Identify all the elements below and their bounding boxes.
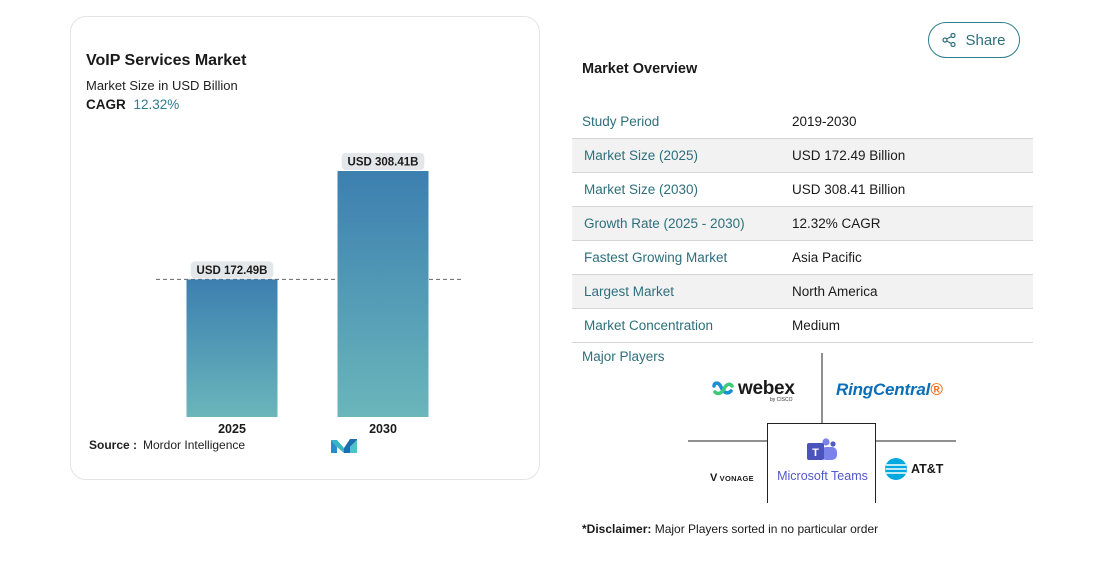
table-row: Market Size (2025) USD 172.49 Billion: [572, 139, 1033, 173]
disclaimer-label: *Disclaimer:: [582, 522, 652, 536]
x-tick-label: 2025: [218, 422, 246, 436]
data-label-bg: [190, 261, 274, 279]
table-row: Market Size (2030) USD 308.41 Billion: [572, 173, 1033, 207]
x-tick-label: 2030: [369, 422, 397, 436]
row-value: 2019-2030: [792, 114, 857, 129]
webex-icon: [712, 381, 734, 396]
table-row: Largest Market North America: [572, 275, 1033, 309]
att-globe-icon: [885, 458, 907, 480]
market-overview-table: Study Period 2019-2030 Market Size (2025) U…: [572, 105, 1033, 343]
ringcentral-suffix: ®: [930, 380, 943, 399]
bar-chart: USD 172.49B 2025 USD 308.41B 2030: [156, 153, 461, 436]
cagr-row: CAGR 12.32%: [86, 97, 179, 112]
table-row: Study Period 2019-2030: [572, 105, 1033, 139]
source-label: Source :: [89, 438, 138, 452]
major-players-label: Major Players: [582, 349, 665, 364]
share-button-label: Share: [965, 31, 1006, 49]
chart-card: [70, 16, 540, 480]
cagr-value: 12.32%: [133, 97, 180, 112]
data-label-bg: [341, 153, 425, 170]
row-value: USD 308.41 Billion: [792, 182, 906, 197]
data-label: USD 308.41B: [348, 157, 419, 169]
att-wordmark: AT&T: [911, 462, 944, 476]
vonage-wordmark: VONAGE: [719, 474, 754, 483]
row-label: Market Size (2030): [584, 182, 699, 197]
share-icon: [942, 33, 957, 47]
row-value: Medium: [792, 318, 841, 333]
vonage-logo: V VONAGE: [710, 472, 754, 484]
row-label: Fastest Growing Market: [584, 250, 728, 265]
ringcentral-wordmark: RingCentral: [836, 380, 931, 399]
teams-icon: T: [807, 438, 837, 460]
source-line: Source : Mordor Intelligence: [89, 438, 245, 452]
row-label: Largest Market: [584, 284, 675, 299]
row-label: Market Concentration: [584, 318, 714, 333]
svg-text:T: T: [812, 447, 819, 459]
mordor-intelligence-logo: [331, 439, 357, 453]
vonage-mark-icon: V: [710, 472, 718, 484]
table-row: Growth Rate (2025 - 2030) 12.32% CAGR: [572, 207, 1033, 241]
row-label: Growth Rate (2025 - 2030): [584, 216, 745, 231]
table-row: Market Concentration Medium: [572, 309, 1033, 343]
bar-2025: [186, 279, 278, 417]
chart-subtitle: Market Size in USD Billion: [86, 78, 238, 93]
bar-2030: [337, 171, 429, 417]
data-label: USD 172.49B: [197, 265, 268, 277]
ringcentral-logo: RingCentral®: [836, 380, 943, 400]
teams-wordmark: Microsoft Teams: [777, 469, 868, 483]
att-logo: AT&T: [884, 457, 943, 481]
source-value: Mordor Intelligence: [143, 438, 246, 452]
webex-wordmark: webex: [738, 378, 795, 399]
webex-logo: webex by CISCO: [712, 378, 795, 403]
row-label: Study Period: [582, 114, 660, 129]
chart-title: VoIP Services Market: [86, 52, 247, 69]
disclaimer: *Disclaimer: Major Players sorted in no …: [582, 522, 878, 536]
disclaimer-text: Major Players sorted in no particular or…: [651, 522, 879, 536]
row-value: 12.32% CAGR: [792, 216, 881, 231]
table-row: Fastest Growing Market Asia Pacific: [572, 241, 1033, 275]
overview-title: Market Overview: [582, 61, 698, 77]
microsoft-teams-logo: T Microsoft Teams: [767, 423, 876, 503]
share-button[interactable]: Share: [928, 22, 1020, 58]
row-value: North America: [792, 284, 878, 299]
cagr-label: CAGR: [86, 97, 126, 112]
webex-subtext: by CISCO: [770, 397, 793, 403]
row-label: Market Size (2025): [584, 148, 699, 163]
row-value: USD 172.49 Billion: [792, 148, 906, 163]
row-value: Asia Pacific: [792, 250, 862, 265]
